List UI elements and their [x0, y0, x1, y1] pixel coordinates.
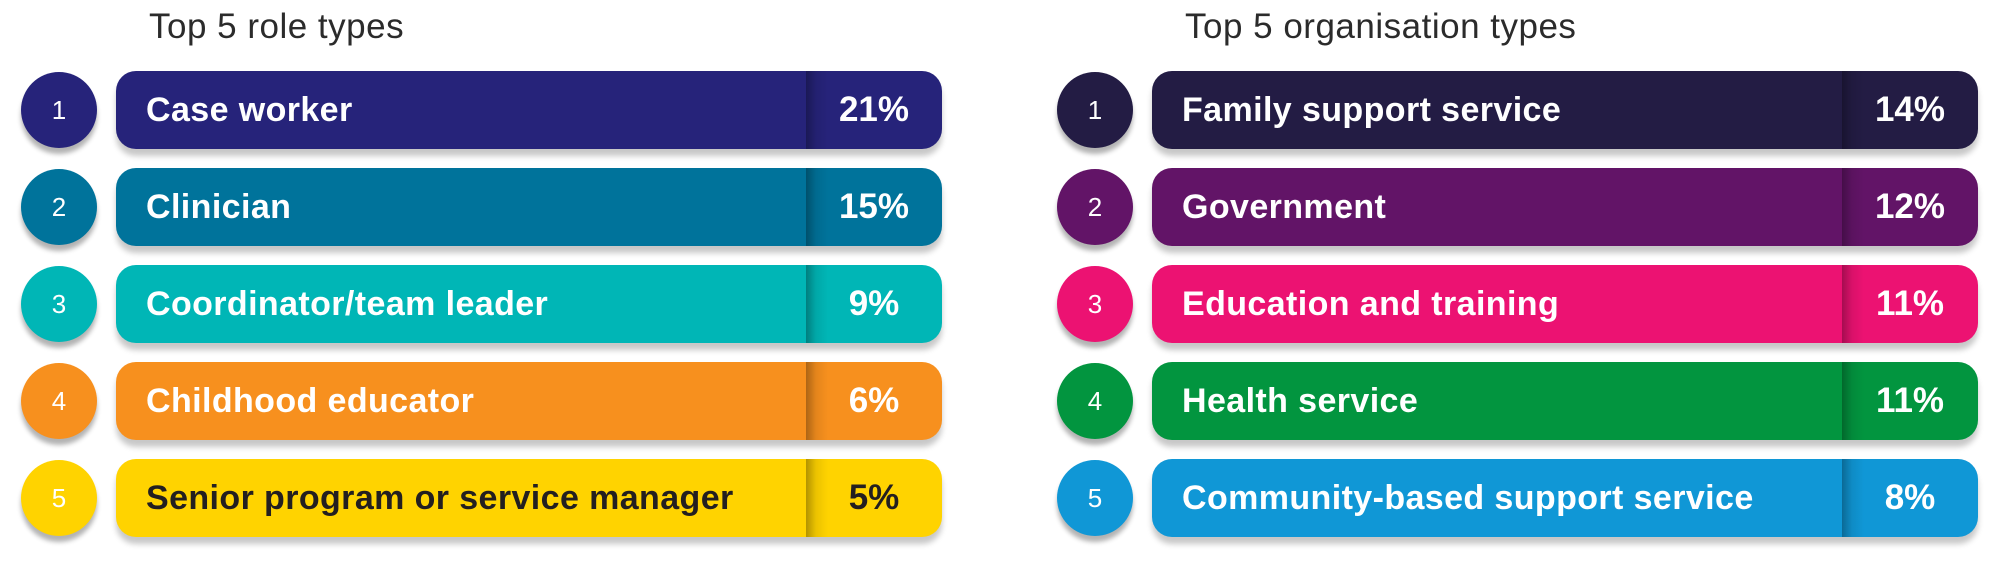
value-cell: 11% [1842, 265, 1978, 343]
category-label: Clinician [146, 187, 292, 226]
category-label: Education and training [1182, 284, 1560, 323]
category-label: Family support service [1182, 90, 1562, 129]
rank-badge: 2 [21, 169, 97, 245]
ranked-row: 2 Government 12% [1036, 168, 1998, 246]
ranked-row: 1 Family support service 14% [1036, 71, 1998, 149]
category-bar: Family support service 14% [1152, 71, 1978, 149]
rank-badge: 2 [1057, 169, 1133, 245]
category-bar: Senior program or service manager 5% [116, 459, 942, 537]
category-bar: Case worker 21% [116, 71, 942, 149]
ranked-row: 3 Education and training 11% [1036, 265, 1998, 343]
value-cell: 14% [1842, 71, 1978, 149]
value-cell: 6% [806, 362, 942, 440]
value-label: 5% [848, 478, 900, 517]
value-cell: 15% [806, 168, 942, 246]
role-types-panel: Top 5 role types 1 Case worker 21% 2 Clinici… [0, 0, 960, 565]
ranked-row: 1 Case worker 21% [0, 71, 960, 149]
organisation-types-panel: Top 5 organisation types 1 Family support… [1036, 0, 1998, 565]
value-label: 11% [1875, 284, 1945, 323]
rank-badge: 3 [1057, 266, 1133, 342]
category-label: Community-based support service [1182, 478, 1754, 517]
role-types-title: Top 5 role types [149, 7, 405, 46]
ranked-row: 2 Clinician 15% [0, 168, 960, 246]
ranked-row: 4 Health service 11% [1036, 362, 1998, 440]
rank-badge: 3 [21, 266, 97, 342]
value-cell: 9% [806, 265, 942, 343]
value-label: 6% [848, 381, 900, 420]
rank-badge: 4 [1057, 363, 1133, 439]
rank-badge: 4 [21, 363, 97, 439]
value-label: 8% [1884, 478, 1936, 517]
value-cell: 12% [1842, 168, 1978, 246]
ranked-row: 3 Coordinator/team leader 9% [0, 265, 960, 343]
value-label: 14% [1874, 90, 1946, 129]
category-label: Government [1182, 187, 1387, 226]
value-label: 12% [1874, 187, 1946, 226]
value-label: 9% [848, 284, 900, 323]
value-cell: 21% [806, 71, 942, 149]
value-label: 15% [838, 187, 910, 226]
rank-badge: 1 [21, 72, 97, 148]
category-label: Childhood educator [146, 381, 475, 420]
category-bar: Childhood educator 6% [116, 362, 942, 440]
category-bar: Education and training 11% [1152, 265, 1978, 343]
category-label: Senior program or service manager [146, 478, 734, 517]
rank-badge: 5 [21, 460, 97, 536]
value-cell: 5% [806, 459, 942, 537]
rank-badge: 1 [1057, 72, 1133, 148]
category-label: Coordinator/team leader [146, 284, 549, 323]
value-label: 21% [838, 90, 910, 129]
category-bar: Coordinator/team leader 9% [116, 265, 942, 343]
value-label: 11% [1875, 381, 1945, 420]
ranked-row: 5 Community-based support service 8% [1036, 459, 1998, 537]
category-bar: Clinician 15% [116, 168, 942, 246]
category-bar: Government 12% [1152, 168, 1978, 246]
ranked-row: 5 Senior program or service manager 5% [0, 459, 960, 537]
value-cell: 8% [1842, 459, 1978, 537]
value-cell: 11% [1842, 362, 1978, 440]
category-label: Case worker [146, 90, 353, 129]
category-bar: Health service 11% [1152, 362, 1978, 440]
ranked-row: 4 Childhood educator 6% [0, 362, 960, 440]
organisation-types-title: Top 5 organisation types [1185, 7, 1577, 46]
category-label: Health service [1182, 381, 1419, 420]
category-bar: Community-based support service 8% [1152, 459, 1978, 537]
rank-badge: 5 [1057, 460, 1133, 536]
